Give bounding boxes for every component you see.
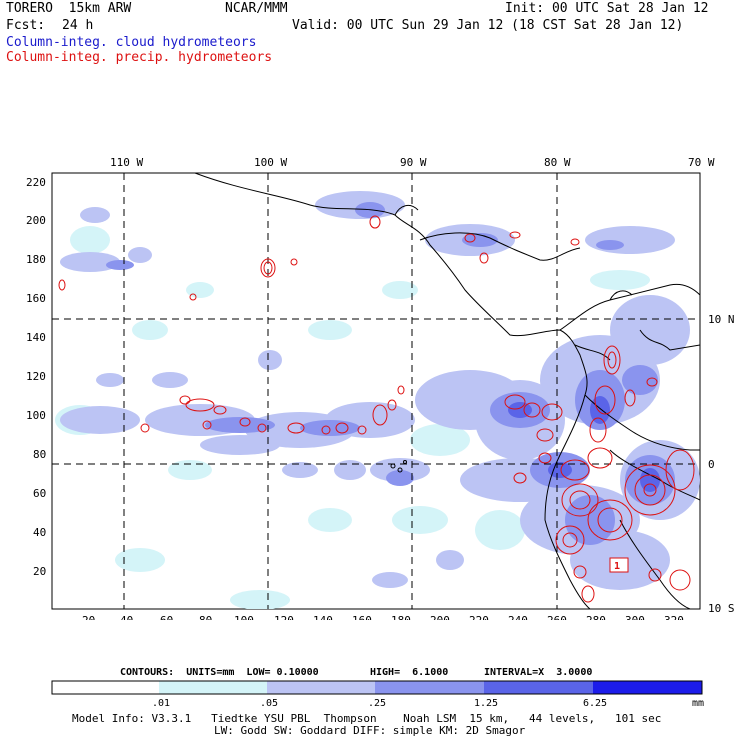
precip-contours bbox=[58, 215, 695, 603]
svg-text:300: 300 bbox=[625, 614, 645, 620]
colorbar: .01 .05 .25 1.25 6.25 mm bbox=[51, 680, 704, 709]
svg-text:60: 60 bbox=[33, 487, 46, 500]
svg-text:40: 40 bbox=[33, 526, 46, 539]
svg-text:200: 200 bbox=[430, 614, 450, 620]
lon-label-90w: 90 W bbox=[400, 156, 427, 169]
svg-text:20: 20 bbox=[33, 565, 46, 578]
svg-text:20: 20 bbox=[82, 614, 95, 620]
contour-label: 1 bbox=[614, 561, 620, 572]
colorbar-label-25: .25 bbox=[368, 698, 386, 709]
forecast-label: Fcst: bbox=[6, 18, 46, 33]
model-physics: LW: Godd SW: Goddard DIFF: simple KM: 2D… bbox=[214, 724, 526, 737]
svg-text:220: 220 bbox=[469, 614, 489, 620]
lon-label-100w: 100 W bbox=[254, 156, 287, 169]
svg-text:160: 160 bbox=[352, 614, 372, 620]
org-label: NCAR/MMM bbox=[225, 1, 288, 16]
svg-text:180: 180 bbox=[391, 614, 411, 620]
contour-info: CONTOURS: UNITS=mm LOW= 0.10000 bbox=[120, 667, 319, 678]
svg-text:100: 100 bbox=[234, 614, 254, 620]
svg-text:260: 260 bbox=[547, 614, 567, 620]
weather-map: 1 110 W 100 W 90 W 80 W 70 W 220 200 180… bbox=[26, 156, 735, 620]
svg-text:80: 80 bbox=[199, 614, 212, 620]
svg-text:160: 160 bbox=[26, 292, 46, 305]
svg-text:80: 80 bbox=[33, 448, 46, 461]
svg-text:120: 120 bbox=[26, 370, 46, 383]
lat-label-10s: 10 S bbox=[708, 602, 735, 615]
valid-time: Valid: 00 UTC Sun 29 Jan 12 (18 CST Sat … bbox=[292, 18, 684, 33]
bottom-axis-labels: 20 40 60 80 100 120 140 160 180 200 220 … bbox=[82, 614, 684, 620]
lat-label-10n: 10 N bbox=[708, 313, 735, 326]
svg-text:60: 60 bbox=[160, 614, 173, 620]
svg-text:200: 200 bbox=[26, 214, 46, 227]
svg-text:120: 120 bbox=[274, 614, 294, 620]
model-title: TORERO 15km ARW bbox=[6, 1, 132, 16]
svg-text:280: 280 bbox=[586, 614, 606, 620]
svg-text:140: 140 bbox=[313, 614, 333, 620]
contour-label-box bbox=[609, 557, 629, 573]
colorbar-label-01: .01 bbox=[152, 698, 170, 709]
cloud-field-shading bbox=[55, 191, 700, 609]
forecast-hours: 24 h bbox=[62, 18, 94, 33]
precip-field-legend: Column-integ. precip. hydrometeors bbox=[6, 50, 273, 65]
coastlines bbox=[194, 173, 700, 609]
colorbar-label-05: .05 bbox=[260, 698, 278, 709]
model-info: Model Info: V3.3.1 Tiedtke YSU PBL Thomp… bbox=[72, 712, 662, 725]
svg-text:240: 240 bbox=[508, 614, 528, 620]
colorbar-label-625: 6.25 bbox=[583, 698, 607, 709]
left-axis-labels: 220 200 180 160 140 120 100 80 60 40 20 bbox=[26, 176, 46, 578]
lon-label-110w: 110 W bbox=[110, 156, 143, 169]
svg-text:180: 180 bbox=[26, 253, 46, 266]
svg-text:40: 40 bbox=[120, 614, 133, 620]
lat-lon-grid bbox=[52, 173, 700, 609]
contour-interval: INTERVAL=X 3.0000 bbox=[484, 667, 593, 678]
colorbar-label-125: 1.25 bbox=[474, 698, 498, 709]
svg-text:100: 100 bbox=[26, 409, 46, 422]
svg-text:320: 320 bbox=[664, 614, 684, 620]
lon-label-70w: 70 W bbox=[688, 156, 715, 169]
colorbar-unit: mm bbox=[692, 698, 704, 709]
svg-text:140: 140 bbox=[26, 331, 46, 344]
init-time: Init: 00 UTC Sat 28 Jan 12 bbox=[505, 1, 709, 16]
cloud-field-legend: Column-integ. cloud hydrometeors bbox=[6, 35, 257, 50]
lat-label-0: 0 bbox=[708, 458, 715, 471]
lon-label-80w: 80 W bbox=[544, 156, 571, 169]
svg-text:220: 220 bbox=[26, 176, 46, 189]
contour-high: HIGH= 6.1000 bbox=[370, 667, 449, 678]
